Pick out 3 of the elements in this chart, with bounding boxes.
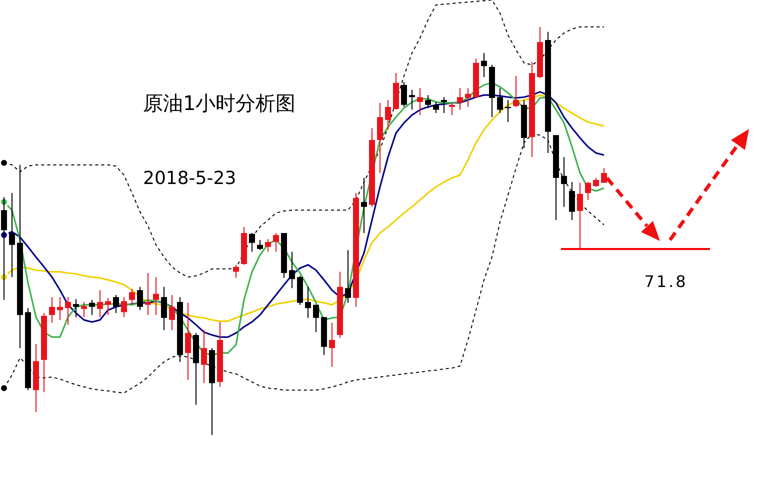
text: 原油1小时分析图 — [143, 90, 296, 117]
text: 2018-5-23 — [143, 168, 236, 189]
text: 71.8 — [644, 272, 688, 291]
